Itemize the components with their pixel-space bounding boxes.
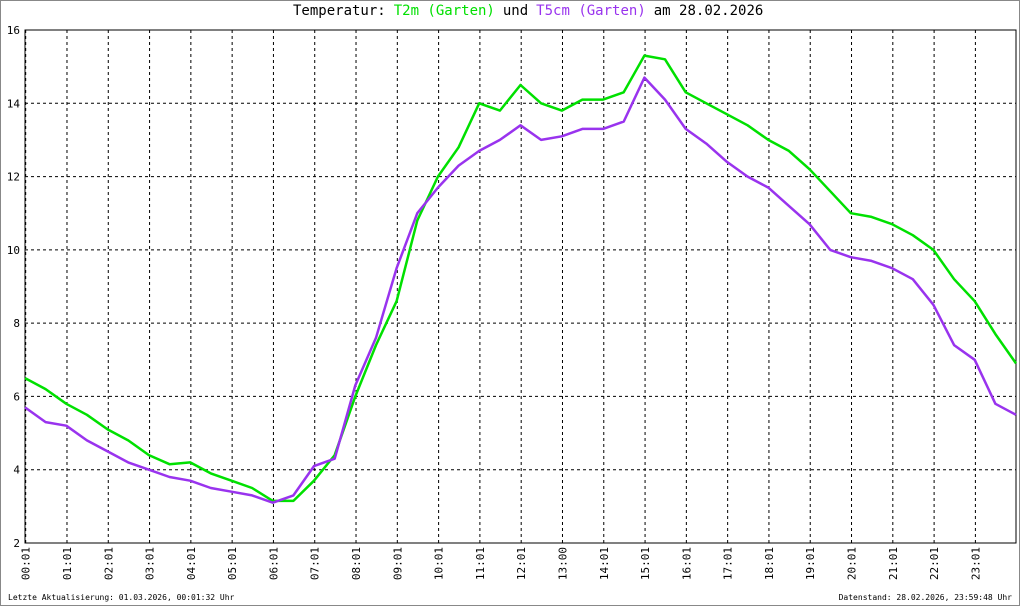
x-tick-label: 10:01 (433, 547, 446, 580)
x-tick-label: 23:01 (969, 547, 982, 580)
x-tick-label: 13:00 (556, 547, 569, 580)
x-tick-label: 04:01 (185, 547, 198, 580)
y-tick-label: 2 (13, 537, 20, 550)
y-tick-label: 14 (7, 97, 21, 110)
x-tick-label: 18:01 (763, 547, 776, 580)
x-tick-label: 19:01 (804, 547, 817, 580)
plot-border (24, 29, 1017, 544)
chart-title: Temperatur: T2m (Garten) und T5cm (Garten) a… (293, 3, 763, 19)
x-tick-label: 21:01 (887, 547, 900, 580)
x-tick-label: 14:01 (598, 547, 611, 580)
y-tick-label: 16 (7, 24, 20, 37)
footer-left: Letzte Aktualisierung: 01.03.2026, 00:01… (8, 593, 235, 602)
y-tick-label: 8 (13, 317, 20, 330)
x-tick-label: 01:01 (61, 547, 74, 580)
x-tick-label: 08:01 (350, 547, 363, 580)
x-tick-label: 09:01 (391, 547, 404, 580)
title-suffix: am 28.02.2026 (654, 3, 764, 19)
y-tick-label: 12 (7, 171, 20, 184)
x-tick-label: 17:01 (722, 547, 735, 580)
title-prefix: Temperatur: (293, 3, 386, 19)
title-joiner: und (503, 3, 528, 19)
legend-entry: T2m (Garten) (394, 3, 495, 19)
x-tick-label: 07:01 (309, 547, 322, 580)
x-tick-label: 12:01 (515, 547, 528, 580)
footer-right: Datenstand: 28.02.2026, 23:59:48 Uhr (839, 593, 1013, 602)
x-tick-label: 03:01 (144, 547, 157, 580)
x-tick-label: 16:01 (680, 547, 693, 580)
x-tick-label: 06:01 (267, 547, 280, 580)
legend-entry: T5cm (Garten) (536, 3, 646, 19)
series-line (24, 54, 1018, 503)
y-tick-label: 6 (13, 390, 20, 403)
y-tick-label: 10 (7, 244, 20, 257)
x-tick-label: 15:01 (639, 547, 652, 580)
x-tick-label: 11:01 (474, 547, 487, 580)
series-line (24, 76, 1017, 504)
x-tick-label: 22:01 (928, 547, 941, 580)
x-tick-label: 00:01 (20, 547, 33, 580)
x-tick-label: 02:01 (102, 547, 115, 580)
x-tick-label: 20:01 (846, 547, 859, 580)
x-tick-label: 05:01 (226, 547, 239, 580)
y-tick-label: 4 (13, 464, 20, 477)
